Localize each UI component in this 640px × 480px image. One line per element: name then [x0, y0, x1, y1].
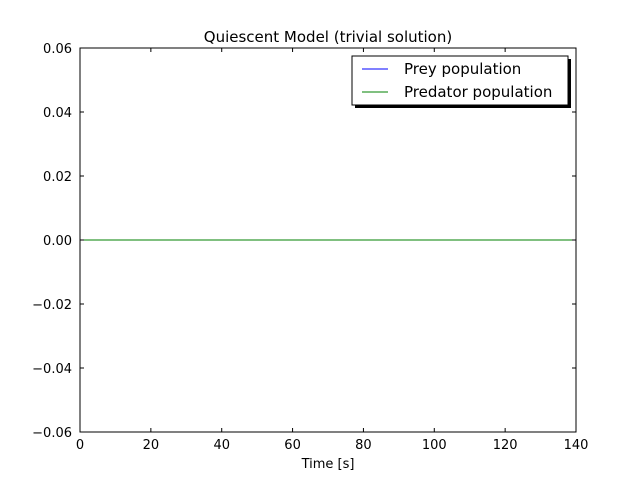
legend-label-1: Predator population	[404, 83, 552, 101]
x-tick-label: 60	[284, 438, 301, 453]
y-tick-label: 0.04	[43, 106, 72, 121]
x-tick-label: 140	[564, 438, 589, 453]
y-tick-label: −0.02	[32, 298, 72, 313]
ticks-layer: 0 20 40 60 80 100 120 140 −0.06 −0.04 −0.02 0.00 0.0…	[32, 42, 588, 453]
y-tick-label: 0.06	[43, 42, 72, 57]
x-tick-label: 40	[213, 438, 230, 453]
x-tick-label: 0	[76, 438, 84, 453]
y-tick-label: −0.04	[32, 362, 72, 377]
x-tick-label: 100	[422, 438, 447, 453]
legend-box	[351, 55, 569, 106]
x-tick-label: 80	[355, 438, 372, 453]
x-tick-label: 120	[493, 438, 518, 453]
chart-title: Quiescent Model (trivial solution)	[204, 28, 452, 46]
legend: Prey population Predator population	[351, 55, 571, 108]
x-tick-label: 20	[143, 438, 160, 453]
legend-label-0: Prey population	[404, 60, 521, 78]
y-tick-label: −0.06	[32, 426, 72, 441]
x-axis-label: Time [s]	[301, 457, 355, 472]
y-tick-label: 0.02	[43, 170, 72, 185]
y-tick-label: 0.00	[43, 234, 72, 249]
